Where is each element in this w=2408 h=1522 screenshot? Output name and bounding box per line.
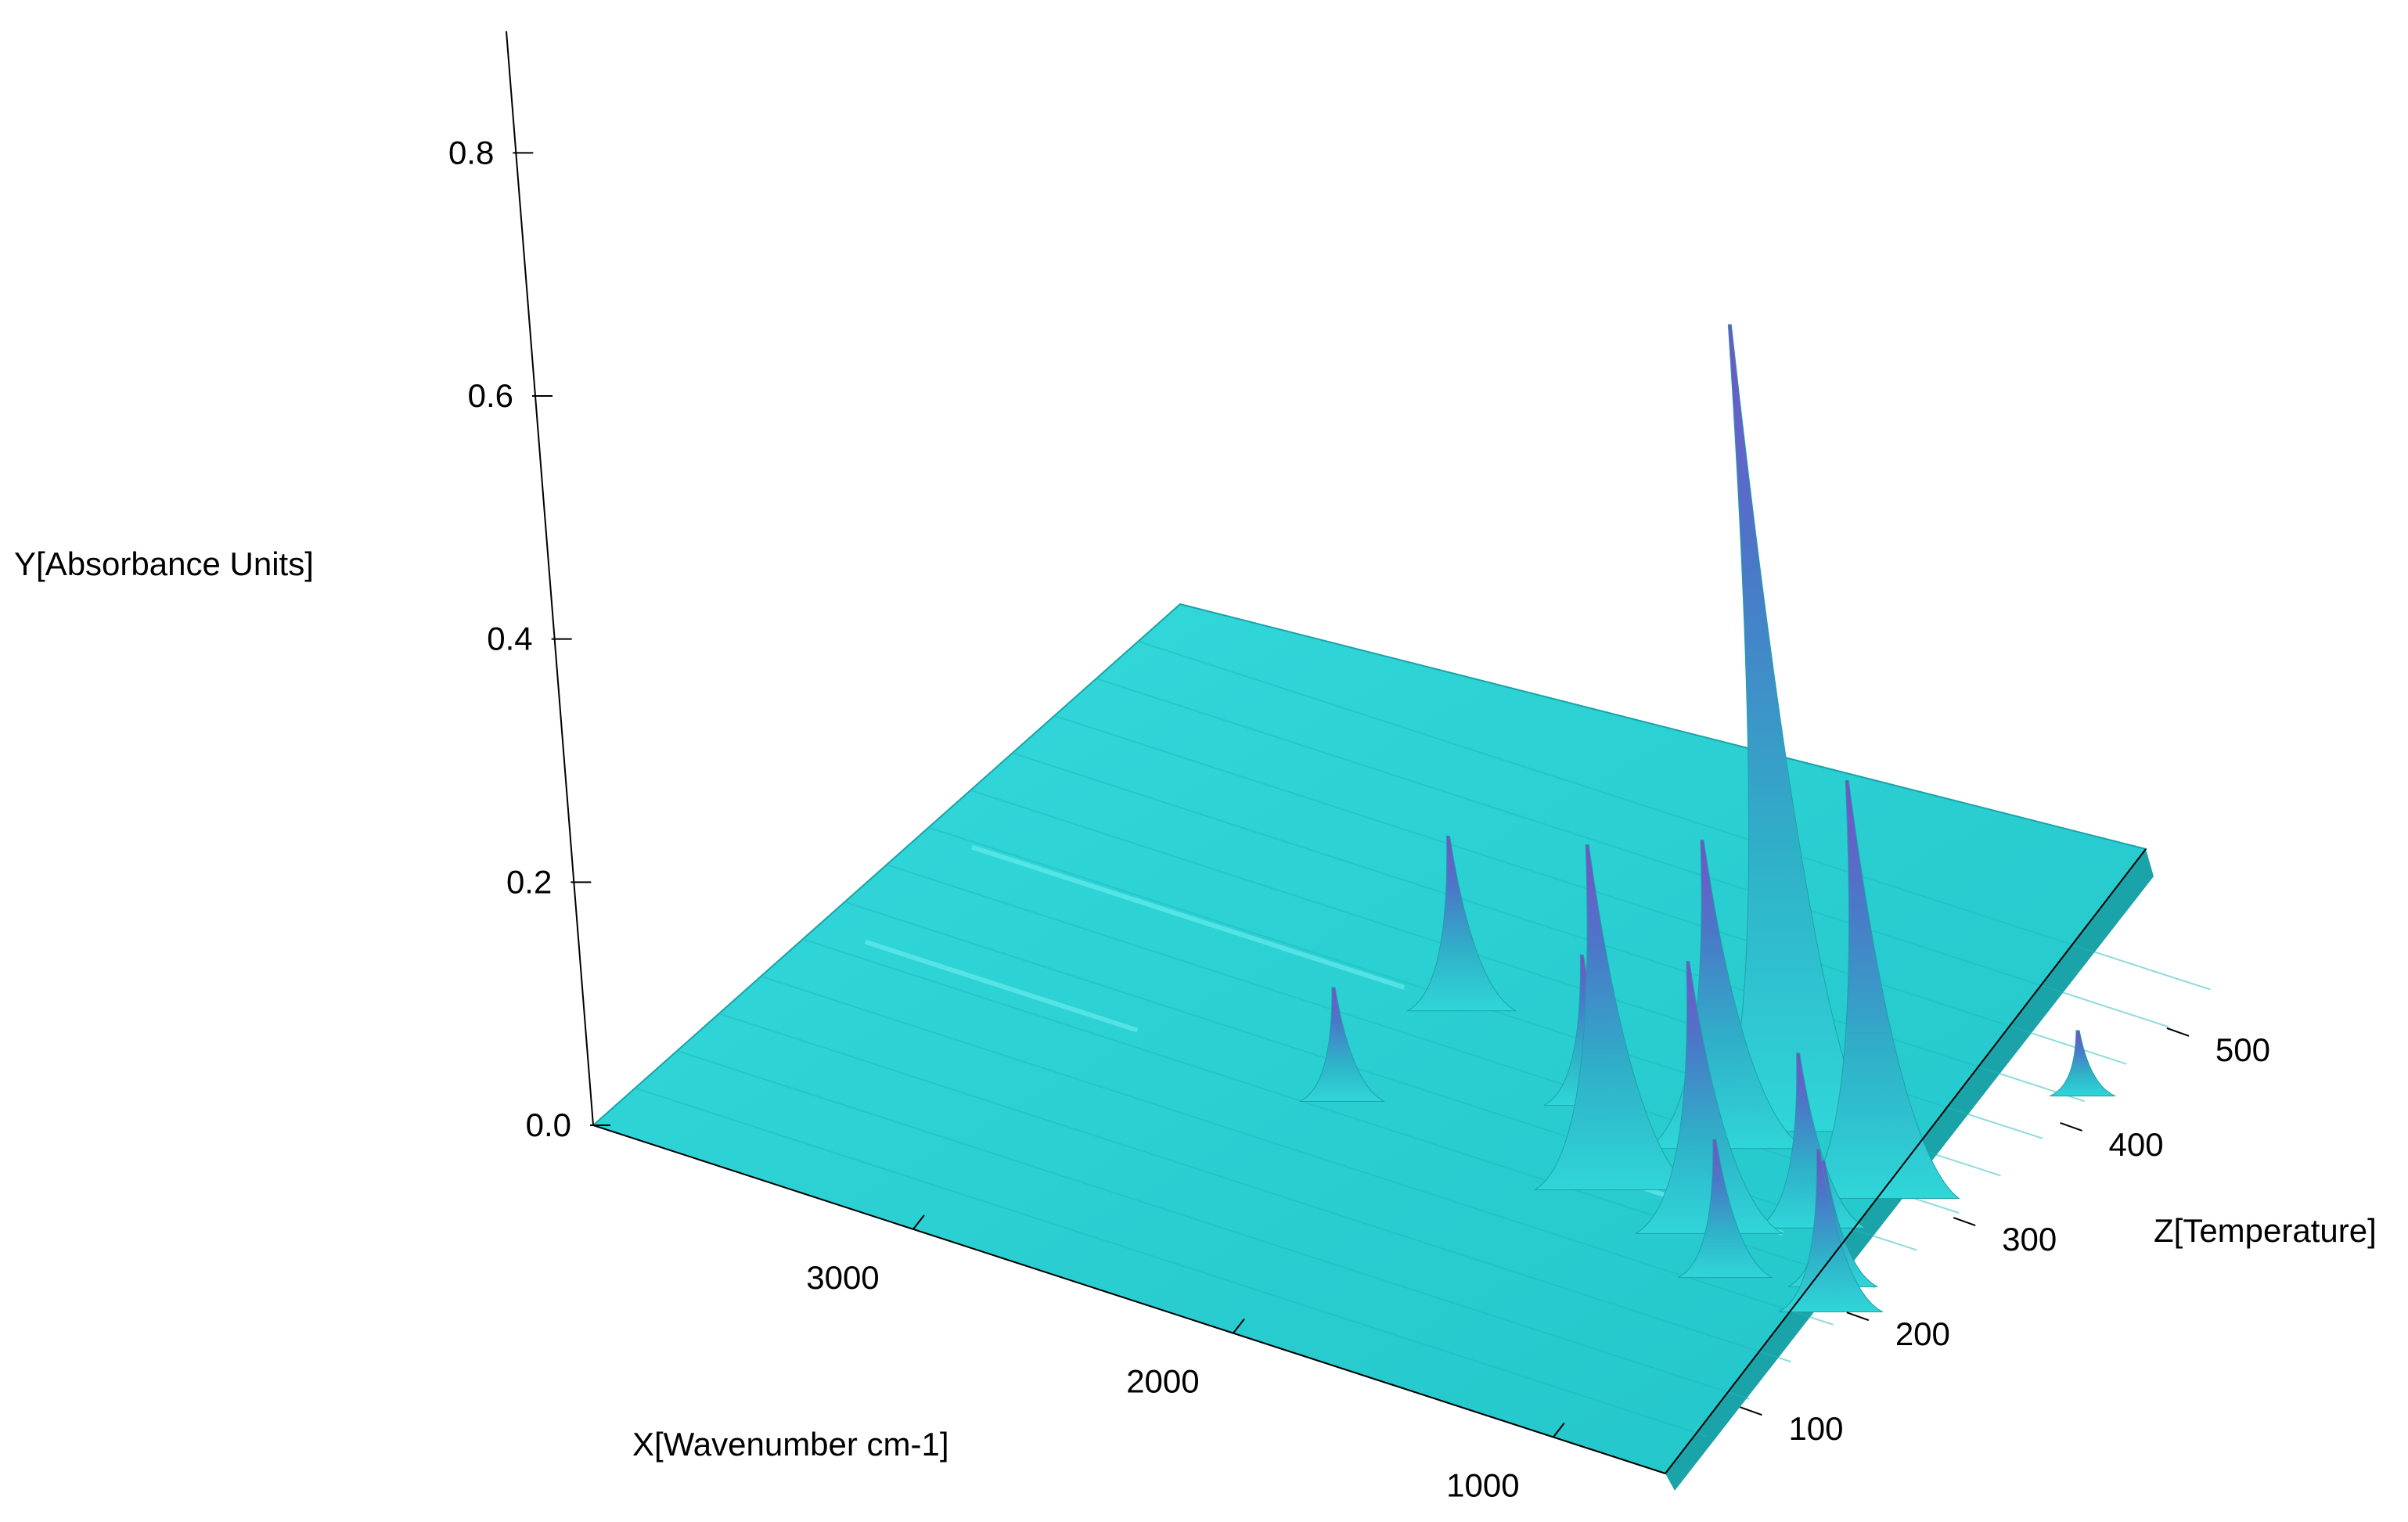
z-tick — [1740, 1406, 1762, 1416]
peak-mark — [1778, 1149, 1883, 1312]
peak-mark — [1677, 1139, 1773, 1279]
surface-stripe — [718, 1013, 1792, 1363]
y-tick-label: 0.0 — [526, 1106, 571, 1143]
surface-ridge — [864, 939, 1139, 1033]
surface-stripe — [635, 1087, 1708, 1437]
surface-ridge — [971, 844, 1406, 990]
z-tick-label: 100 — [1788, 1410, 1843, 1447]
y-tick-label: 0.2 — [506, 863, 552, 900]
z-tick — [1846, 1312, 1870, 1322]
peak-mark — [1799, 779, 1960, 1199]
surface-stripe — [1138, 640, 2211, 991]
x-tick-label: 2000 — [1126, 1363, 1199, 1400]
z-tick-label: 400 — [2109, 1126, 2164, 1163]
peak-mark — [1633, 961, 1784, 1234]
y-tick-label: 0.8 — [448, 134, 494, 171]
surface-stripe — [886, 864, 1960, 1214]
peak-mark — [1533, 844, 1695, 1190]
x-axis-line — [592, 1124, 1666, 1474]
z-axis-title: Z[Temperature] — [2154, 1212, 2377, 1249]
z-tick — [2060, 1122, 2082, 1132]
z-tick-label: 300 — [2002, 1221, 2057, 1258]
z-axis-ticks: 100 200 300 400 500 — [1740, 1027, 2270, 1447]
peak-mark — [1407, 835, 1517, 1012]
x-tick — [912, 1214, 925, 1230]
peaks-layer — [1299, 324, 2116, 1312]
surface-stripe — [1012, 752, 2086, 1103]
x-axis-ticks: 3000 2000 1000 — [806, 1214, 1565, 1504]
surface-stripe — [676, 1049, 1750, 1400]
z-tick — [1953, 1217, 1976, 1226]
surface-stripe — [760, 975, 1834, 1326]
z-tick-label: 200 — [1895, 1315, 1950, 1352]
z-tick — [2166, 1027, 2190, 1037]
z-axis-line — [1665, 848, 2147, 1474]
peak-mark — [1713, 324, 1873, 1132]
x-tick-label: 1000 — [1446, 1467, 1519, 1504]
y-axis-ticks: 0.0 0.2 0.4 0.6 0.8 — [448, 134, 610, 1143]
y-tick-label: 0.6 — [468, 377, 513, 414]
y-axis-line — [506, 31, 594, 1126]
y-tick-label: 0.4 — [487, 621, 532, 657]
z-tick-label: 500 — [2215, 1031, 2270, 1068]
x-tick — [1553, 1422, 1565, 1438]
peak-mark — [1299, 987, 1385, 1103]
y-axis-title: Y[Absorbance Units] — [14, 545, 314, 582]
x-tick — [1233, 1319, 1245, 1334]
x-tick-label: 3000 — [806, 1259, 879, 1296]
peak-mark — [1757, 1052, 1866, 1229]
peak-mark — [2050, 1030, 2116, 1097]
surface-stripe — [1096, 678, 2169, 1028]
x-axis-title: X[Wavenumber cm-1] — [632, 1426, 949, 1463]
peak-mark — [1645, 839, 1807, 1150]
